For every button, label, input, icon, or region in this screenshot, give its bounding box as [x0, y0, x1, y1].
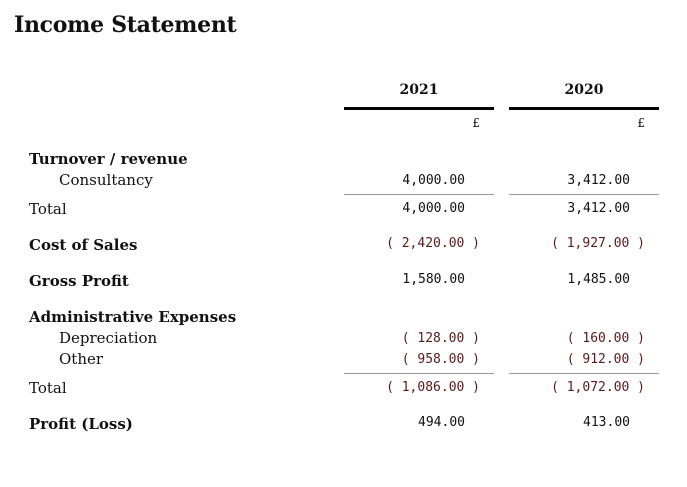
value-profit-2021: 494.00 [418, 415, 465, 430]
subtotal-rule [344, 194, 494, 195]
section-heading-turnover: Turnover / revenue [29, 150, 188, 168]
row-label-consultancy: Consultancy [59, 171, 153, 189]
value-other-2020: ( 912.00 ) [566, 352, 645, 367]
row-label-cost-of-sales: Cost of Sales [29, 236, 138, 254]
value-profit-2020: 413.00 [583, 415, 630, 430]
subtotal-rule [344, 373, 494, 374]
value-cost-of-sales-2021: ( 2,420.00 ) [386, 236, 480, 251]
row-label-depreciation: Depreciation [59, 329, 158, 347]
value-depreciation-2021: ( 128.00 ) [401, 331, 480, 346]
value-gross-profit-2021: 1,580.00 [402, 272, 465, 287]
currency-symbol: £ [472, 116, 480, 130]
row-label-gross-profit: Gross Profit [29, 272, 129, 290]
column-header-rule [344, 107, 494, 110]
page-title: Income Statement [14, 12, 237, 38]
value-turnover-total-2020: 3,412.00 [567, 201, 630, 216]
value-consultancy-2021: 4,000.00 [402, 173, 465, 188]
section-heading-admin-expenses: Administrative Expenses [29, 308, 237, 326]
column-header-2021: 2021 [399, 82, 439, 98]
value-gross-profit-2020: 1,485.00 [567, 272, 630, 287]
value-depreciation-2020: ( 160.00 ) [566, 331, 645, 346]
currency-symbol: £ [637, 116, 645, 130]
row-label-admin-total: Total [29, 379, 67, 397]
value-consultancy-2020: 3,412.00 [567, 173, 630, 188]
column-header-rule [509, 107, 659, 110]
value-other-2021: ( 958.00 ) [401, 352, 480, 367]
value-admin-total-2020: ( 1,072.00 ) [551, 380, 645, 395]
value-turnover-total-2021: 4,000.00 [402, 201, 465, 216]
subtotal-rule [509, 373, 659, 374]
row-label-other: Other [59, 350, 104, 368]
row-label-turnover-total: Total [29, 200, 67, 218]
value-admin-total-2021: ( 1,086.00 ) [386, 380, 480, 395]
column-header-2020: 2020 [564, 82, 604, 98]
row-label-profit-loss: Profit (Loss) [29, 415, 133, 433]
subtotal-rule [509, 194, 659, 195]
value-cost-of-sales-2020: ( 1,927.00 ) [551, 236, 645, 251]
